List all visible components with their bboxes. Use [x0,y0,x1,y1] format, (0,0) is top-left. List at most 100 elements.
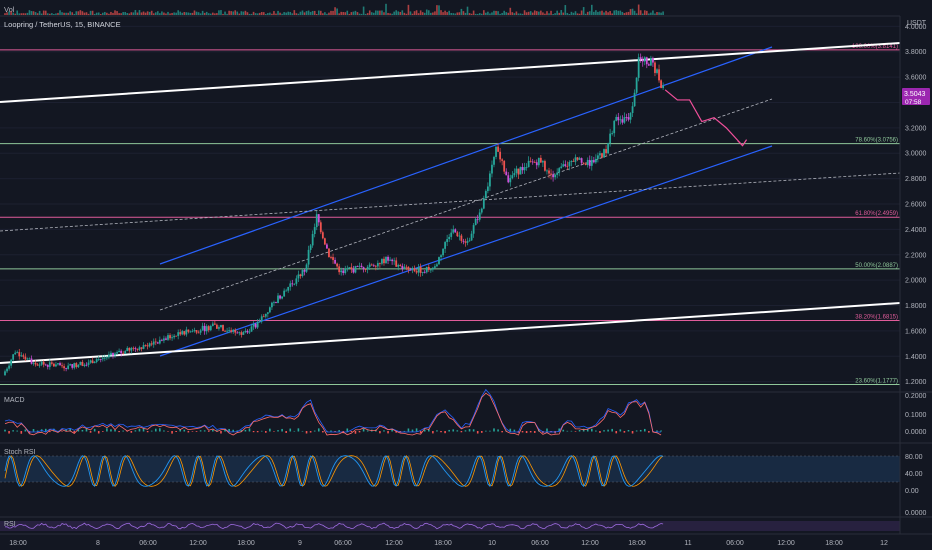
volume-bar [234,10,237,15]
volume-bar [275,13,277,15]
candle-body [18,352,21,357]
volume-bar [65,12,67,15]
price-axis[interactable]: 4.00003.80003.60003.40003.20003.00002.80… [905,24,927,386]
rsi-pane[interactable]: RSI 0.0000 [0,510,932,531]
upper-white-trendline[interactable] [0,42,901,103]
candle-body [401,266,404,269]
volume-bar [40,13,43,15]
candle-body [26,358,29,360]
volume-bar [28,10,31,15]
candle-body [454,229,457,233]
volume-bar [368,10,371,15]
volume-bar [338,13,340,15]
projection-line[interactable] [664,89,744,147]
rsi-line [4,522,664,530]
candle-body [558,168,561,173]
candle-body [116,352,118,354]
candle-body [535,162,538,166]
candle-body [205,326,208,332]
macd-tick-1: 0.1000 [905,412,927,419]
candle-body [546,170,548,172]
stoch-rsi-pane[interactable]: Stoch RSI 80.00 40.00 0.00 [0,442,932,495]
lower-white-trendline[interactable] [0,302,901,364]
macd-hist-bar [562,429,565,432]
macd-hist-bar [89,431,92,433]
rsi-label: RSI [4,521,16,528]
volume-bar [507,12,510,15]
volume-bar [499,13,501,15]
volume-bar [356,12,359,15]
channel-upper-line[interactable] [159,46,773,265]
volume-bar [138,10,141,15]
time-tick-5: 9 [298,540,302,547]
volume-bar [407,4,410,15]
candle-body [590,160,593,166]
macd-hist-bar [586,429,589,432]
candle-body [519,167,522,175]
dashed-trendline[interactable] [0,172,901,232]
volume-bar [20,13,23,15]
candle-body [539,157,542,163]
channel-lines[interactable] [0,42,901,364]
volume-bar [358,13,361,15]
candle-body [189,331,192,333]
volume-bar [112,12,114,15]
volume-bar [97,12,100,15]
volume-bar [605,10,607,15]
channel-mid-dashed-line[interactable] [159,98,773,311]
volume-bar [588,11,591,15]
volume-bar [169,13,171,15]
candle-body [625,117,628,118]
volume-bar [142,11,145,15]
macd-hist-bar [533,431,536,433]
macd-hist-bar [171,431,173,434]
macd-hist-bar [395,431,397,433]
price-pane[interactable]: Loopring / TetherUS, 15, BINANCE 100.00%… [0,20,930,386]
candle-body [385,256,387,264]
volume-bar [69,11,71,15]
candle-body [460,235,463,241]
macd-hist-bar [513,429,516,432]
stoch-label: Stoch RSI [4,449,36,456]
volume-bar [515,11,518,15]
volume-bar [617,10,620,15]
volume-bar [83,12,86,15]
candle-body [660,80,662,89]
price-tick-1: 3.8000 [905,49,927,56]
macd-pane[interactable]: MACD 0.2000 0.1000 0.0000 [0,388,932,436]
candle-body [629,113,632,120]
fib-label-4: 38.20%(1.6815) [855,315,898,321]
macd-signal-line [4,392,662,436]
fib-label-0: 100.00%(3.8141) [852,44,898,50]
volume-bar [480,13,483,15]
volume-bar [470,13,473,15]
volume-bar [613,10,616,15]
price-tick-11: 1.8000 [905,303,927,310]
volume-bar [240,11,243,15]
macd-hist-bar [248,428,251,432]
macd-hist-bar [379,431,381,434]
macd-hist-bar [411,429,414,432]
volume-bar [340,11,342,15]
candle-body [647,64,650,66]
volume-bar [621,11,624,15]
volume-bar [548,13,550,15]
candle-body [24,356,27,360]
candle-body [61,365,63,367]
candle-body [641,59,644,62]
candle-body [507,175,510,183]
macd-hist-bar [142,428,145,432]
candle-body [285,290,288,292]
volume-bar [118,13,120,15]
volume-bar [99,13,102,15]
time-axis[interactable]: 18:00 8 06:00 12:00 18:00 9 06:00 12:00 18:00 10 0… [9,540,888,547]
volume-bar [474,13,477,15]
projection-path[interactable] [664,89,748,147]
fib-retracement[interactable]: 100.00%(3.8141) 78.60%(3.0756) 61.80%(2.49… [0,44,900,385]
volume-bar [295,13,298,15]
volume-bar [130,12,133,15]
candle-body [399,264,402,267]
candle-body [387,256,389,261]
macd-hist-bar [309,431,312,433]
